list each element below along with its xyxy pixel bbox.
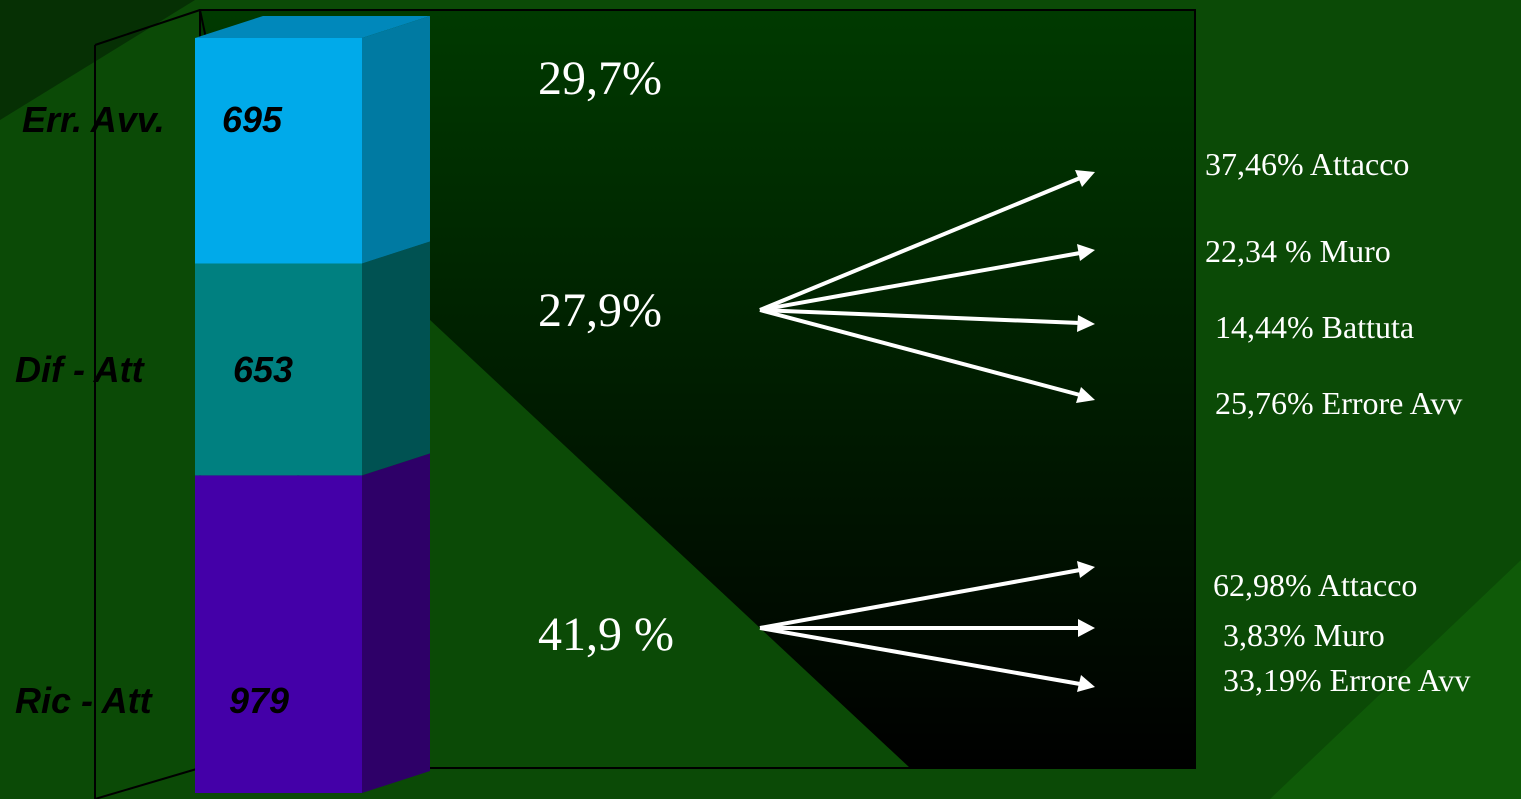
- arrowhead-muro-ric: [1078, 619, 1095, 637]
- percent-label-dif-att: 27,9%: [538, 284, 662, 337]
- arrowhead-errore-avv-dif: [1076, 387, 1095, 403]
- category-label-ric-att: Ric - Att: [15, 680, 154, 721]
- breakdown-label-dif-battuta: 14,44% Battuta: [1215, 309, 1414, 345]
- arrowhead-errore-avv-ric: [1077, 675, 1095, 692]
- data-label-979: 979: [229, 680, 289, 721]
- arrow-attacco-dif: [759, 176, 1081, 312]
- data-label-695: 695: [222, 99, 283, 140]
- category-label-err-avv: Err. Avv.: [22, 99, 165, 140]
- bar-segment-side-err-avv: [362, 16, 430, 264]
- breakdown-label-dif-attacco: 37,46% Attacco: [1205, 146, 1409, 182]
- arrowhead-attacco-dif: [1075, 170, 1095, 187]
- arrow-group-ric-att: [759, 561, 1095, 692]
- data-label-653: 653: [233, 349, 293, 390]
- bar-segment-ric-att: [195, 475, 362, 793]
- chart-side-wall-top-edge: [94, 9, 201, 46]
- breakdown-label-dif-muro: 22,34 % Muro: [1205, 233, 1391, 269]
- breakdown-label-dif-errore-avv: 25,76% Errore Avv: [1215, 385, 1462, 421]
- arrowhead-muro-dif: [1077, 244, 1095, 261]
- breakdown-label-ric-muro: 3,83% Muro: [1223, 617, 1385, 653]
- bar-top-face: [195, 16, 430, 38]
- bar-segment-side-ric-att: [362, 453, 430, 793]
- arrow-muro-dif: [759, 251, 1081, 312]
- chart-back-wall: [200, 10, 1195, 768]
- arrowhead-attacco-ric: [1077, 561, 1095, 578]
- category-label-dif-att: Dif - Att: [15, 349, 146, 390]
- percent-label-ric-att: 41,9 %: [538, 608, 674, 661]
- breakdown-label-ric-attacco: 62,98% Attacco: [1213, 567, 1417, 603]
- arrowhead-battuta-dif: [1077, 315, 1095, 332]
- breakdown-label-ric-errore-avv: 33,19% Errore Avv: [1223, 662, 1470, 698]
- percent-label-err-avv: 29,7%: [538, 52, 662, 105]
- arrow-errore-avv-ric: [759, 626, 1081, 686]
- background-dark-triangle: [0, 0, 195, 120]
- bar-segment-dif-att: [195, 263, 362, 476]
- chart-floor-edge: [94, 767, 201, 799]
- bar-segment-side-dif-att: [362, 241, 430, 476]
- arrow-attacco-ric: [759, 568, 1081, 630]
- stacked-bar: [195, 16, 430, 793]
- bar-segment-err-avv: [195, 38, 362, 264]
- arrow-group-dif-att: [759, 170, 1095, 403]
- background-light-wedge: [1270, 560, 1521, 799]
- arrow-errore-avv-dif: [759, 308, 1081, 397]
- arrow-battuta-dif: [759, 308, 1081, 325]
